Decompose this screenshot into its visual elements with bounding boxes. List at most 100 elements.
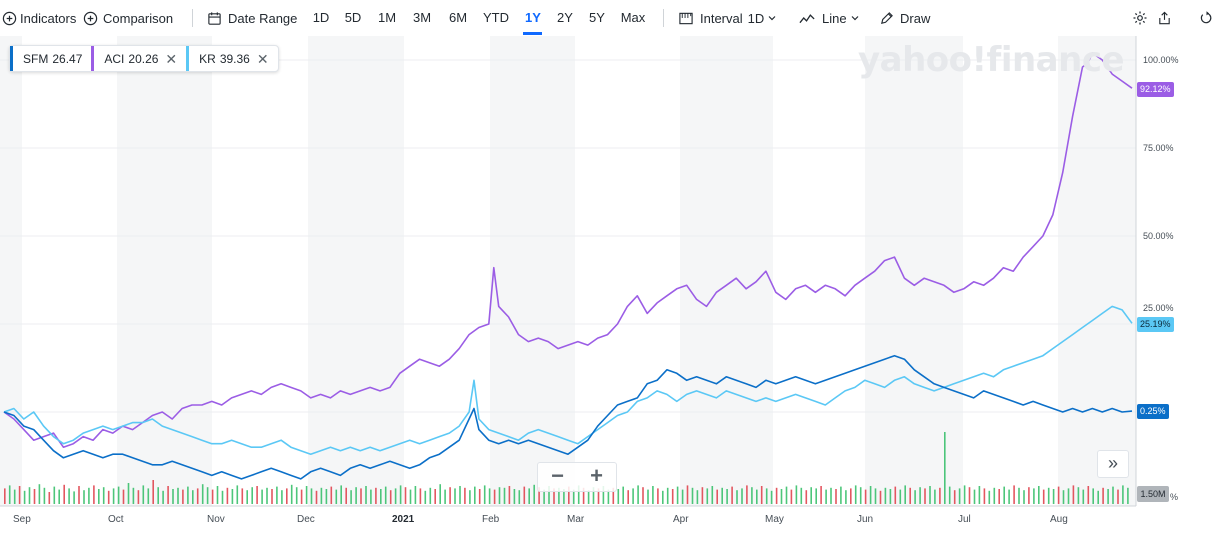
volume-bar (1008, 489, 1010, 504)
volume-bar (874, 488, 877, 504)
volume-bar (904, 485, 906, 504)
draw-button[interactable]: Draw (879, 0, 930, 36)
volume-bar (587, 490, 590, 504)
month-band (308, 36, 404, 506)
indicators-button[interactable]: Indicators (2, 0, 76, 36)
range-5y[interactable]: 5Y (589, 10, 605, 25)
volume-bar (226, 487, 229, 504)
volume-bar (429, 487, 432, 504)
volume-bar (859, 487, 862, 504)
volume-bar (1087, 486, 1090, 504)
volume-bar (1062, 490, 1065, 504)
volume-bar (983, 488, 986, 504)
chevron-down-icon (768, 16, 776, 21)
draw-label: Draw (900, 10, 931, 26)
month-band (1058, 36, 1136, 506)
volume-bar (246, 490, 248, 504)
volume-bar (815, 488, 817, 504)
close-icon[interactable]: ✕ (165, 50, 178, 67)
range-1y[interactable]: 1Y (525, 10, 541, 25)
range-5d[interactable]: 5D (344, 10, 362, 25)
date-range-button[interactable]: Date Range (207, 0, 297, 36)
volume-bar (365, 486, 367, 504)
volume-bar (1092, 488, 1094, 504)
volume-bar (88, 487, 90, 504)
volume-bar (330, 486, 333, 504)
volume-bar (770, 490, 773, 504)
legend-ticker: KR (199, 51, 216, 66)
price-chart[interactable] (0, 36, 1224, 534)
volume-bar (830, 487, 832, 504)
volume-bar (320, 487, 323, 504)
volume-bar (850, 488, 852, 504)
series-line-kr (3, 305, 1133, 455)
settings-button[interactable] (1132, 0, 1148, 36)
volume-bar (543, 489, 545, 504)
calendar-icon (208, 11, 221, 25)
volume-bar (869, 486, 872, 504)
reset-button[interactable] (1199, 0, 1214, 36)
month-band (0, 36, 22, 506)
range-2y[interactable]: 2Y (557, 10, 573, 25)
volume-bar (528, 488, 530, 504)
legend-chip-sfm[interactable]: SFM 26.47 (10, 46, 91, 71)
volume-bar (929, 486, 931, 504)
x-tick-label: May (765, 514, 784, 525)
comparison-button[interactable]: Comparison (83, 0, 173, 36)
range-max[interactable]: Max (620, 10, 646, 25)
volume-bar (196, 488, 199, 504)
volume-bar (38, 484, 41, 504)
volume-bar (642, 487, 644, 504)
legend-chip-aci[interactable]: ACI 20.26 ✕ (91, 46, 186, 71)
interval-button[interactable]: Interval 1D (678, 0, 777, 36)
volume-bar (746, 485, 748, 504)
volume-bar (568, 486, 570, 504)
range-6m[interactable]: 6M (448, 10, 468, 25)
range-1d[interactable]: 1D (312, 10, 330, 25)
volume-bar (434, 489, 436, 504)
volume-bar (290, 484, 293, 504)
series-line-aci (3, 52, 1133, 448)
volume-bar (800, 487, 803, 504)
volume-bar (612, 487, 615, 504)
range-3m[interactable]: 3M (412, 10, 432, 25)
chevron-down-icon (851, 16, 859, 21)
volume-bar (187, 486, 189, 504)
legend-chip-kr[interactable]: KR 39.36 ✕ (186, 46, 277, 71)
volume-bar (48, 492, 51, 504)
zoom-control: − + (537, 462, 617, 492)
volume-bar (1003, 486, 1005, 504)
chart-toolbar: Indicators Comparison Date Range 1D 5D 1… (0, 0, 1224, 36)
zoom-in-button[interactable]: + (590, 463, 603, 488)
volume-bar (647, 489, 649, 504)
volume-bar (666, 487, 669, 504)
volume-bar (953, 490, 956, 504)
indicators-label: Indicators (20, 10, 77, 26)
volume-bar (409, 489, 412, 504)
volume-bar (627, 490, 629, 504)
volume-bar (439, 484, 441, 504)
range-ytd[interactable]: YTD (483, 10, 509, 25)
volume-bar (488, 488, 491, 504)
month-bands (0, 36, 1136, 506)
y-tick-label: 25.00% (1143, 303, 1174, 313)
volume-bar (662, 490, 664, 504)
range-1m[interactable]: 1M (377, 10, 397, 25)
volume-bar (1097, 490, 1099, 504)
x-tick-label: Nov (207, 514, 225, 525)
scroll-right-button[interactable]: » (1097, 450, 1129, 478)
volume-max-badge: 1.50M (1137, 486, 1169, 502)
zoom-out-button[interactable]: − (551, 463, 564, 488)
close-icon[interactable]: ✕ (256, 50, 269, 67)
volume-bar (508, 486, 511, 504)
volume-bar (8, 485, 11, 504)
share-button[interactable] (1157, 0, 1172, 36)
volume-bar (1052, 489, 1055, 504)
x-tick-label: 2021 (392, 514, 415, 525)
volume-bar (553, 488, 555, 504)
chart-type-button[interactable]: Line (799, 0, 860, 36)
line-chart-icon (799, 14, 815, 24)
volume-bar (741, 488, 743, 504)
volume-bar (686, 485, 689, 504)
volume-bar (1033, 488, 1035, 504)
